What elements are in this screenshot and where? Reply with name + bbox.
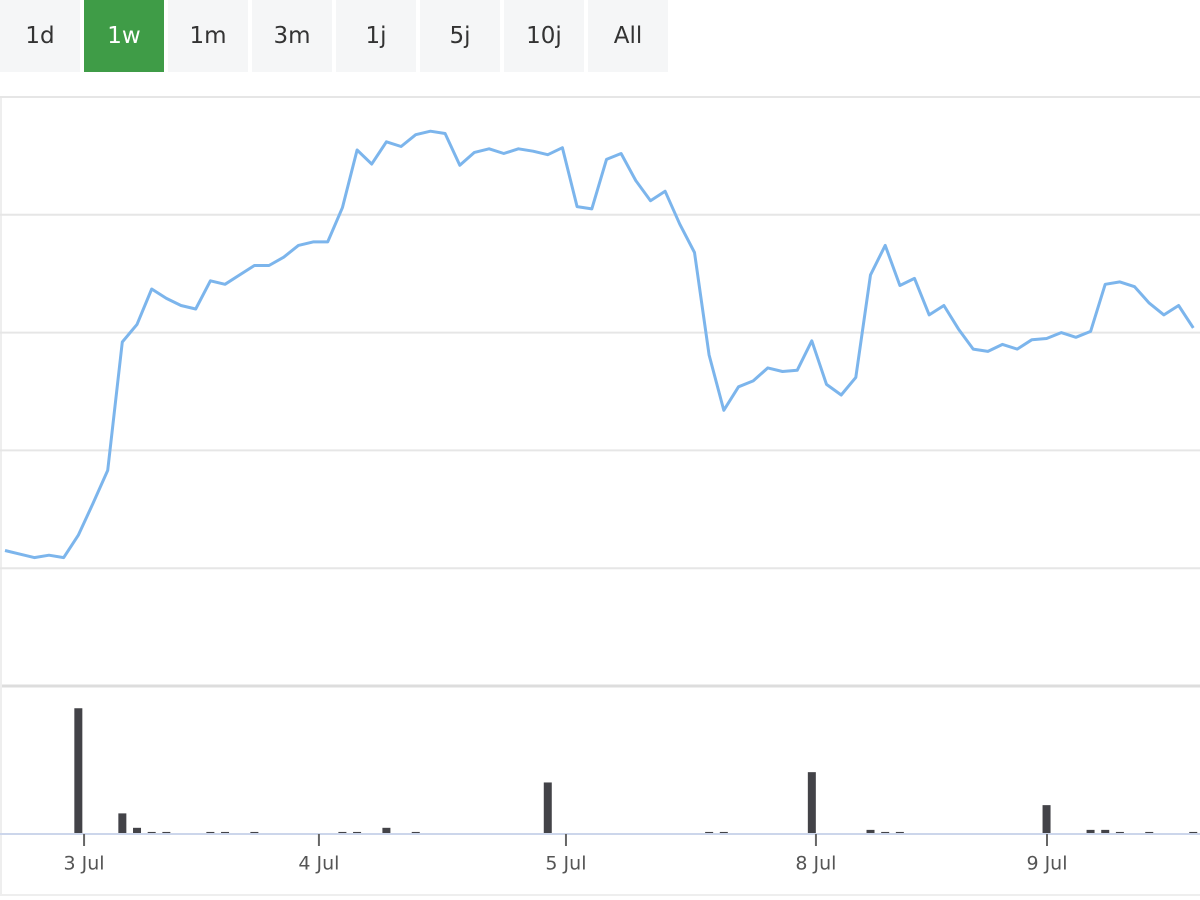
volume-bar [162,831,171,834]
volume-bar [807,772,816,834]
volume-bar [881,831,890,834]
range-button[interactable]: 1w [84,0,164,72]
range-button[interactable]: 1j [336,0,416,72]
range-button[interactable]: All [588,0,668,72]
volume-bar [1189,831,1198,834]
volume-bar [1086,829,1095,834]
range-button[interactable]: 5j [420,0,500,72]
volume-bar [221,831,230,834]
volume-bar [1145,831,1154,834]
volume-bar [353,831,362,834]
range-button[interactable]: 3m [252,0,332,72]
volume-bar [1115,831,1124,834]
range-button[interactable]: 10j [504,0,584,72]
volume-bar [338,831,347,834]
volume-bar [382,827,391,834]
volume-bar [147,831,156,834]
range-button[interactable]: 1d [0,0,80,72]
volume-bar [866,829,875,834]
volume-bar [1042,805,1051,834]
x-tick-label: 5 Jul [545,853,586,875]
volume-bar [74,708,83,834]
volume-bar [206,831,215,834]
volume-bar [895,831,904,834]
volume-bar [133,827,142,834]
volume-bar [411,831,420,834]
volume-bar [705,831,714,834]
volume-bar [118,813,127,834]
price-line [4,129,1195,560]
x-tick-label: 8 Jul [795,853,836,875]
x-tick-label: 9 Jul [1026,853,1067,875]
volume-bar [719,831,728,834]
x-tick-label: 4 Jul [298,853,339,875]
x-tick-label: 3 Jul [64,853,105,875]
volume-bar [543,782,552,834]
volume-bar [1101,829,1110,834]
volume-bar [250,831,259,834]
range-button[interactable]: 1m [168,0,248,72]
